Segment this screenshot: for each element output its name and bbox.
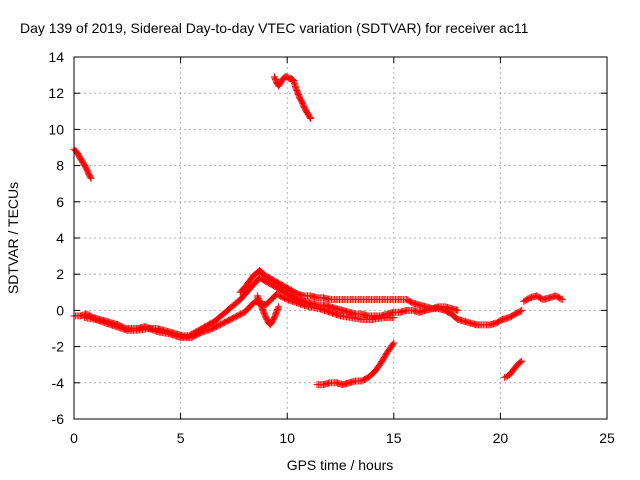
data-point (516, 307, 524, 315)
x-axis-label: GPS time / hours (287, 457, 394, 473)
x-tick-label: 10 (279, 430, 295, 446)
chart-title: Day 139 of 2019, Sidereal Day-to-day VTE… (20, 20, 529, 36)
y-axis-label: SDTVAR / TECUs (5, 182, 21, 294)
data-point (87, 174, 95, 182)
x-tick-label: 25 (599, 430, 615, 446)
x-tick-label: 15 (386, 430, 402, 446)
data-point (306, 113, 314, 121)
series-upper-band (236, 267, 462, 314)
data-marks (70, 73, 566, 389)
x-tick-label: 0 (70, 430, 78, 446)
series-dip-spur (253, 292, 283, 329)
y-tick-label: 6 (56, 194, 64, 210)
y-tick-label: 8 (56, 158, 64, 174)
data-point (274, 304, 282, 312)
series-low-arc (313, 339, 398, 389)
data-point (502, 373, 510, 381)
y-tick-label: 0 (56, 302, 64, 318)
data-point (558, 296, 566, 304)
series-late-segment (520, 292, 566, 305)
data-point (389, 340, 397, 348)
series-small-low-arc (501, 357, 526, 381)
y-tick-label: 2 (56, 266, 64, 282)
data-point (501, 373, 509, 381)
data-point (518, 357, 526, 365)
y-tick-label: 14 (48, 49, 64, 65)
y-tick-label: -2 (52, 339, 65, 355)
series-high-arc (270, 73, 315, 123)
y-tick-label: 10 (48, 121, 64, 137)
data-point (518, 306, 526, 314)
data-point (517, 358, 525, 366)
y-tick-label: 4 (56, 230, 64, 246)
data-point (390, 314, 398, 322)
y-tick-label: 12 (48, 85, 64, 101)
data-point (275, 303, 283, 311)
x-tick-label: 20 (493, 430, 509, 446)
y-tick-label: -6 (52, 411, 65, 427)
data-point (454, 306, 462, 314)
x-tick-label: 5 (177, 430, 185, 446)
series-lower-band (81, 290, 398, 342)
data-point (86, 173, 94, 181)
y-tick-label: -4 (52, 375, 65, 391)
data-point (307, 115, 315, 123)
data-point (557, 295, 565, 303)
axis-ticks: 0 5 10 15 20 25 -6 -4 -2 0 2 4 6 8 10 12 14 (48, 49, 615, 446)
data-point (390, 339, 398, 347)
